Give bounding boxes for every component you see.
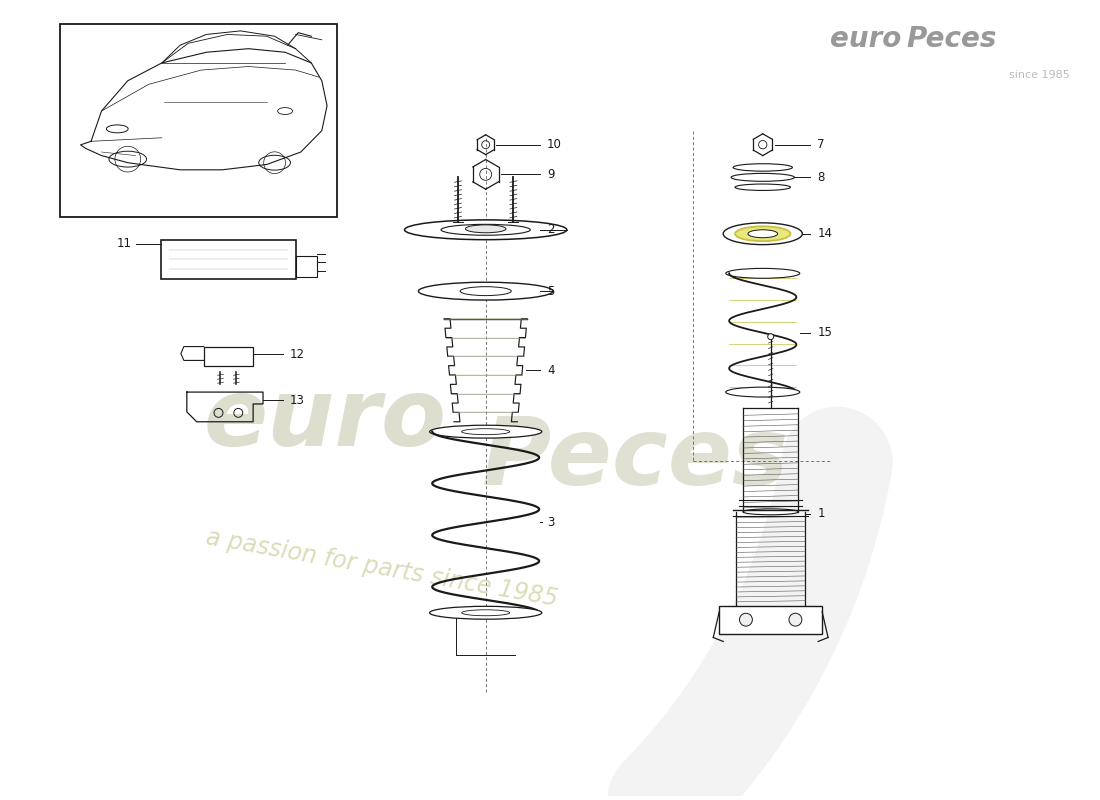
Text: 4: 4 (547, 364, 554, 377)
FancyBboxPatch shape (296, 255, 318, 278)
Text: 10: 10 (547, 138, 562, 151)
Ellipse shape (723, 223, 802, 245)
Ellipse shape (430, 426, 542, 438)
Text: 11: 11 (117, 237, 131, 250)
Ellipse shape (465, 225, 506, 233)
FancyBboxPatch shape (204, 346, 253, 366)
Ellipse shape (462, 610, 509, 616)
Ellipse shape (726, 387, 800, 397)
Text: 13: 13 (289, 394, 305, 406)
Text: 2: 2 (547, 223, 554, 236)
Ellipse shape (733, 164, 792, 171)
Ellipse shape (462, 429, 509, 434)
Text: 8: 8 (817, 171, 825, 184)
Circle shape (789, 614, 802, 626)
Text: a passion for parts since 1985: a passion for parts since 1985 (204, 526, 559, 611)
Ellipse shape (726, 268, 800, 278)
Text: since 1985: since 1985 (1010, 70, 1070, 81)
FancyBboxPatch shape (719, 606, 822, 634)
FancyBboxPatch shape (60, 24, 338, 217)
Ellipse shape (405, 220, 566, 240)
Text: Peces: Peces (481, 414, 788, 506)
Text: euro: euro (204, 374, 447, 466)
Text: 14: 14 (817, 227, 833, 240)
Text: 12: 12 (289, 348, 305, 361)
Text: 3: 3 (547, 516, 554, 529)
Text: 9: 9 (547, 168, 554, 181)
Text: 15: 15 (817, 326, 832, 339)
Circle shape (768, 334, 773, 340)
Ellipse shape (460, 286, 512, 295)
Text: 5: 5 (547, 285, 554, 298)
Ellipse shape (735, 184, 791, 190)
Circle shape (739, 614, 752, 626)
Text: 1: 1 (817, 507, 825, 520)
Ellipse shape (430, 606, 542, 619)
Ellipse shape (732, 174, 794, 182)
Text: 7: 7 (817, 138, 825, 151)
Ellipse shape (441, 224, 530, 235)
Text: euro: euro (829, 25, 901, 53)
Ellipse shape (735, 226, 791, 241)
Ellipse shape (742, 509, 799, 514)
FancyBboxPatch shape (161, 240, 296, 279)
Ellipse shape (748, 230, 778, 238)
Ellipse shape (418, 282, 553, 300)
Text: Peces: Peces (906, 25, 997, 53)
